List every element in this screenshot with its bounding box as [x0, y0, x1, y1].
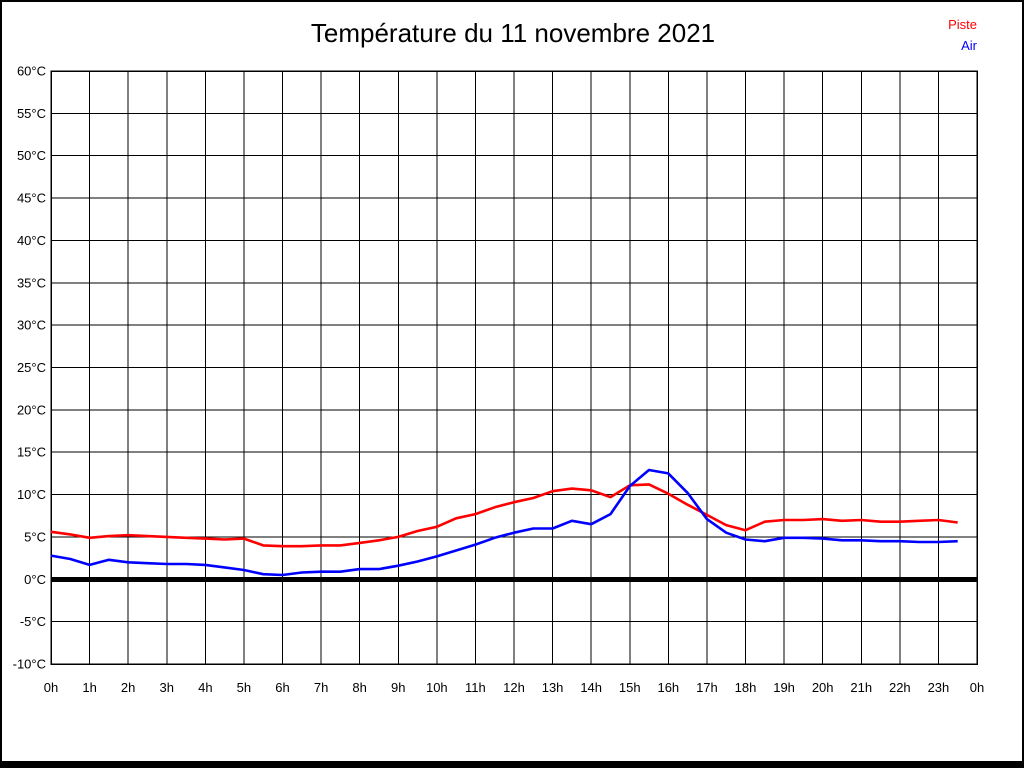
x-tick-label: 0h: [44, 680, 58, 695]
y-tick-label: 60°C: [17, 64, 46, 79]
legend-item-piste: Piste: [948, 17, 977, 32]
x-tick-label: 11h: [465, 680, 486, 695]
x-tick-label: 4h: [198, 680, 212, 695]
legend-item-air: Air: [961, 38, 977, 53]
x-tick-label: 12h: [503, 680, 525, 695]
x-tick-label: 14h: [580, 680, 602, 695]
chart-title: Température du 11 novembre 2021: [310, 18, 716, 48]
x-tick-label: 20h: [812, 680, 834, 695]
x-tick-label: 17h: [696, 680, 718, 695]
y-tick-label: 30°C: [17, 318, 46, 333]
x-tick-label: 0h: [970, 680, 984, 695]
x-tick-label: 13h: [542, 680, 564, 695]
x-tick-label: 7h: [314, 680, 328, 695]
x-tick-label: 8h: [352, 680, 366, 695]
y-tick-label: 45°C: [17, 191, 46, 206]
x-tick-label: 3h: [160, 680, 174, 695]
x-tick-label: 2h: [121, 680, 135, 695]
x-tick-label: 10h: [426, 680, 448, 695]
x-tick-label: 18h: [735, 680, 757, 695]
x-tick-label: 16h: [657, 680, 679, 695]
y-tick-label: 35°C: [17, 275, 46, 290]
y-tick-label: 40°C: [17, 233, 46, 248]
series-line-air: [50, 468, 958, 577]
x-tick-label: 6h: [275, 680, 289, 695]
y-tick-label: -5°C: [20, 614, 46, 629]
x-tick-label: 9h: [391, 680, 405, 695]
y-tick-label: 55°C: [17, 106, 46, 121]
y-tick-label: 25°C: [17, 360, 46, 375]
x-tick-label: 23h: [928, 680, 950, 695]
x-tick-label: 22h: [889, 680, 911, 695]
legend: Piste Air: [948, 14, 977, 56]
y-tick-label: 5°C: [24, 529, 46, 544]
y-tick-label: 15°C: [17, 445, 46, 460]
y-tick-label: 50°C: [17, 148, 46, 163]
x-tick-label: 5h: [237, 680, 251, 695]
x-tick-label: 21h: [850, 680, 872, 695]
series-line-piste: [50, 483, 958, 548]
y-tick-label: 0°C: [24, 572, 46, 587]
plot-border: [50, 70, 978, 665]
x-tick-label: 1h: [82, 680, 96, 695]
x-tick-label: 15h: [619, 680, 641, 695]
x-tick-label: 19h: [773, 680, 795, 695]
y-tick-label: 20°C: [17, 402, 46, 417]
y-tick-label: 10°C: [17, 487, 46, 502]
y-tick-label: -10°C: [13, 657, 46, 672]
